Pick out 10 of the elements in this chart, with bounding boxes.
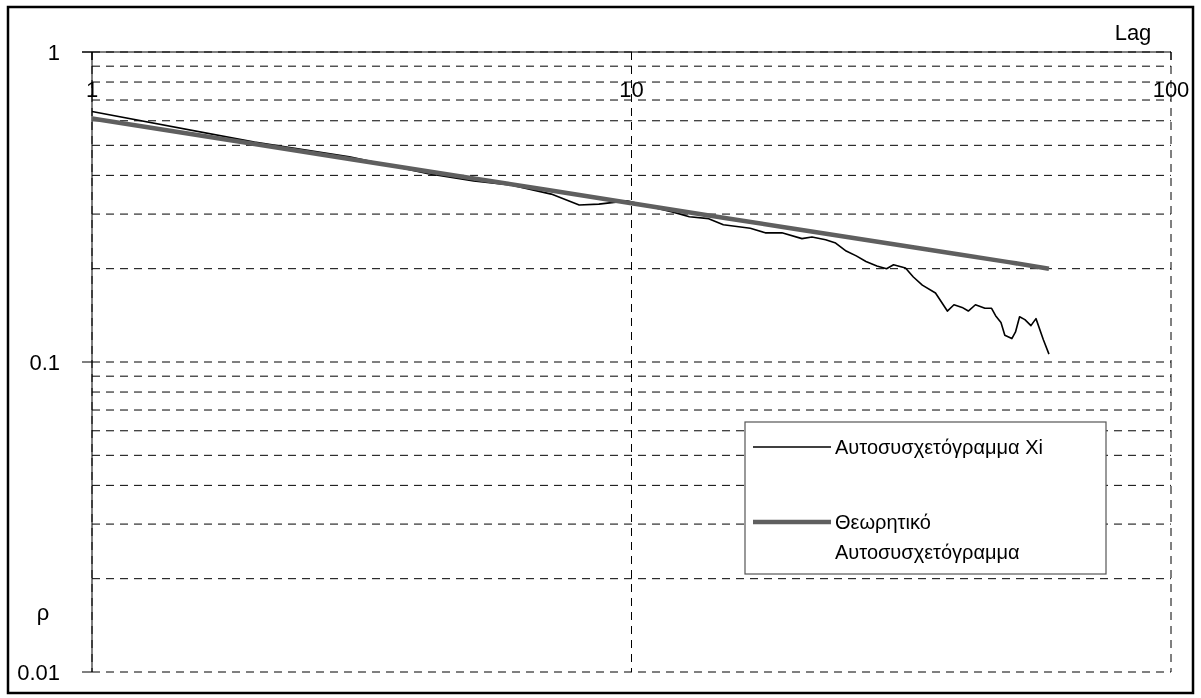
x-tick-label: 1 (85, 77, 99, 102)
x-tick-label: 100 (1152, 77, 1190, 102)
y-tick-label: 0.01 (17, 659, 60, 685)
legend-label: Θεωρητικό Αυτοσυσχετόγραμμα (835, 511, 1020, 563)
y-axis-title: ρ (36, 600, 50, 625)
x-axis-title: Lag (1114, 20, 1152, 45)
y-tick-label: 0.1 (29, 349, 60, 375)
y-tick-label: 1 (47, 39, 60, 65)
legend-label: Αυτοσυσχετόγραμμα Xi (835, 436, 1043, 458)
x-tick-label: 10 (619, 77, 644, 102)
